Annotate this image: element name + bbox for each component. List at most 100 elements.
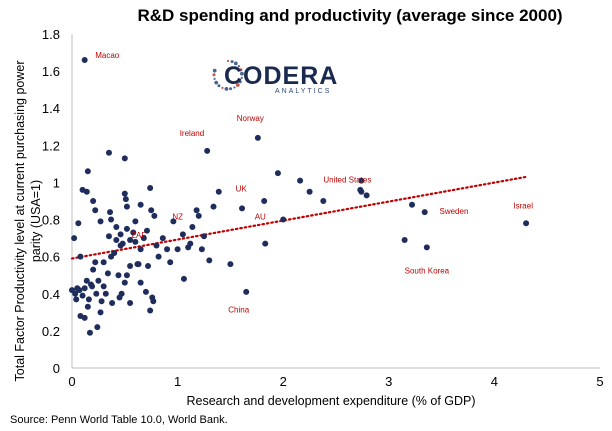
data-point: [170, 218, 177, 225]
logo-dot: [229, 87, 233, 91]
data-point: [193, 207, 200, 214]
annotations: Macao Ireland Norway United States UK NZ AU ZAF…: [95, 51, 533, 314]
data-point: [153, 242, 160, 249]
data-point: [84, 168, 91, 175]
data-point: [358, 177, 365, 184]
data-point: [132, 238, 139, 245]
data-point: [187, 240, 194, 247]
logo-dot: [233, 86, 236, 89]
data-point: [262, 240, 269, 247]
data-points: [69, 56, 530, 336]
logo-dot: [240, 76, 243, 79]
data-point: [113, 236, 120, 243]
data-point: [148, 207, 155, 214]
data-point: [97, 309, 104, 316]
data-point: [108, 216, 115, 223]
x-tick-label: 1: [174, 374, 181, 389]
data-point: [84, 303, 91, 310]
data-point: [75, 220, 82, 227]
data-point: [155, 253, 162, 260]
data-point: [147, 185, 154, 192]
y-tick-label: 0.4: [42, 287, 60, 302]
axes: 0 0.2 0.4 0.6 0.8 1 1.2 1.4 1.6 1.8 0 1 2 3 4 5 Research…: [13, 27, 604, 408]
data-point: [137, 246, 144, 253]
data-point: [115, 272, 122, 279]
data-point: [147, 307, 154, 314]
data-point: [195, 212, 202, 219]
y-tick-label: 1.8: [42, 27, 60, 42]
y-tick-label: 1.4: [42, 101, 60, 116]
data-point: [104, 270, 111, 277]
point-label: China: [228, 305, 249, 314]
point-label: Macao: [95, 51, 120, 60]
data-point: [523, 220, 530, 227]
y-tick-label: 0.8: [42, 213, 60, 228]
data-point: [81, 56, 88, 63]
x-tick-label: 3: [385, 374, 392, 389]
data-point: [215, 188, 222, 195]
data-point: [423, 244, 430, 251]
y-tick-label: 1: [53, 175, 60, 190]
data-point: [201, 233, 207, 240]
point-label: NZ: [172, 213, 183, 222]
data-point: [102, 290, 109, 297]
logo-dot: [224, 87, 229, 91]
data-point: [297, 177, 304, 184]
data-point: [79, 292, 86, 299]
data-point: [121, 279, 128, 286]
point-label: Ireland: [180, 129, 204, 138]
data-point: [421, 209, 428, 216]
x-tick-label: 5: [596, 374, 603, 389]
data-point: [143, 227, 150, 234]
data-point: [320, 198, 327, 204]
data-point: [358, 188, 365, 195]
data-point: [142, 288, 149, 295]
data-point: [150, 298, 157, 305]
x-axis-title: Research and development expenditure (% …: [186, 394, 475, 408]
source-note: Source: Penn World Table 10.0, World Ban…: [10, 414, 228, 426]
data-point: [81, 285, 88, 292]
y-tick-label: 0.2: [42, 324, 60, 339]
data-point: [254, 134, 261, 141]
data-point: [145, 262, 152, 269]
logo-dot: [230, 60, 234, 64]
data-point: [174, 246, 181, 253]
y-tick-label: 0.6: [42, 250, 60, 265]
data-point: [117, 231, 124, 238]
data-point: [179, 231, 186, 238]
data-point: [151, 212, 158, 219]
data-point: [280, 216, 287, 223]
data-point: [83, 188, 90, 195]
data-point: [409, 201, 416, 208]
data-point: [204, 147, 211, 154]
data-point: [113, 223, 120, 230]
data-point: [119, 240, 126, 247]
logo-dot: [239, 68, 243, 72]
data-point: [135, 261, 142, 268]
data-point: [95, 277, 102, 284]
logo-dot: [240, 71, 244, 76]
chart-title: R&D spending and productivity (average s…: [137, 6, 563, 25]
data-point: [137, 201, 144, 208]
data-point: [123, 225, 130, 232]
data-point: [127, 262, 134, 269]
data-point: [137, 279, 144, 286]
point-label: Israel: [513, 201, 533, 210]
logo-dot: [237, 65, 240, 68]
y-axis-title-line: Total Factor Productivity level at curre…: [13, 61, 27, 382]
data-point: [93, 290, 100, 297]
x-tick-label: 4: [491, 374, 498, 389]
data-point: [105, 149, 112, 156]
point-label: AU: [255, 213, 266, 222]
point-label: UK: [236, 185, 248, 194]
data-point: [90, 266, 97, 273]
data-point: [94, 324, 101, 331]
data-point: [97, 218, 104, 225]
trendline-path: [70, 175, 528, 260]
y-tick-label: 0: [53, 361, 60, 376]
data-point: [81, 314, 88, 321]
data-point: [86, 329, 93, 336]
point-label: Sweden: [439, 207, 468, 216]
logo-subtext: ANALYTICS: [275, 88, 331, 95]
